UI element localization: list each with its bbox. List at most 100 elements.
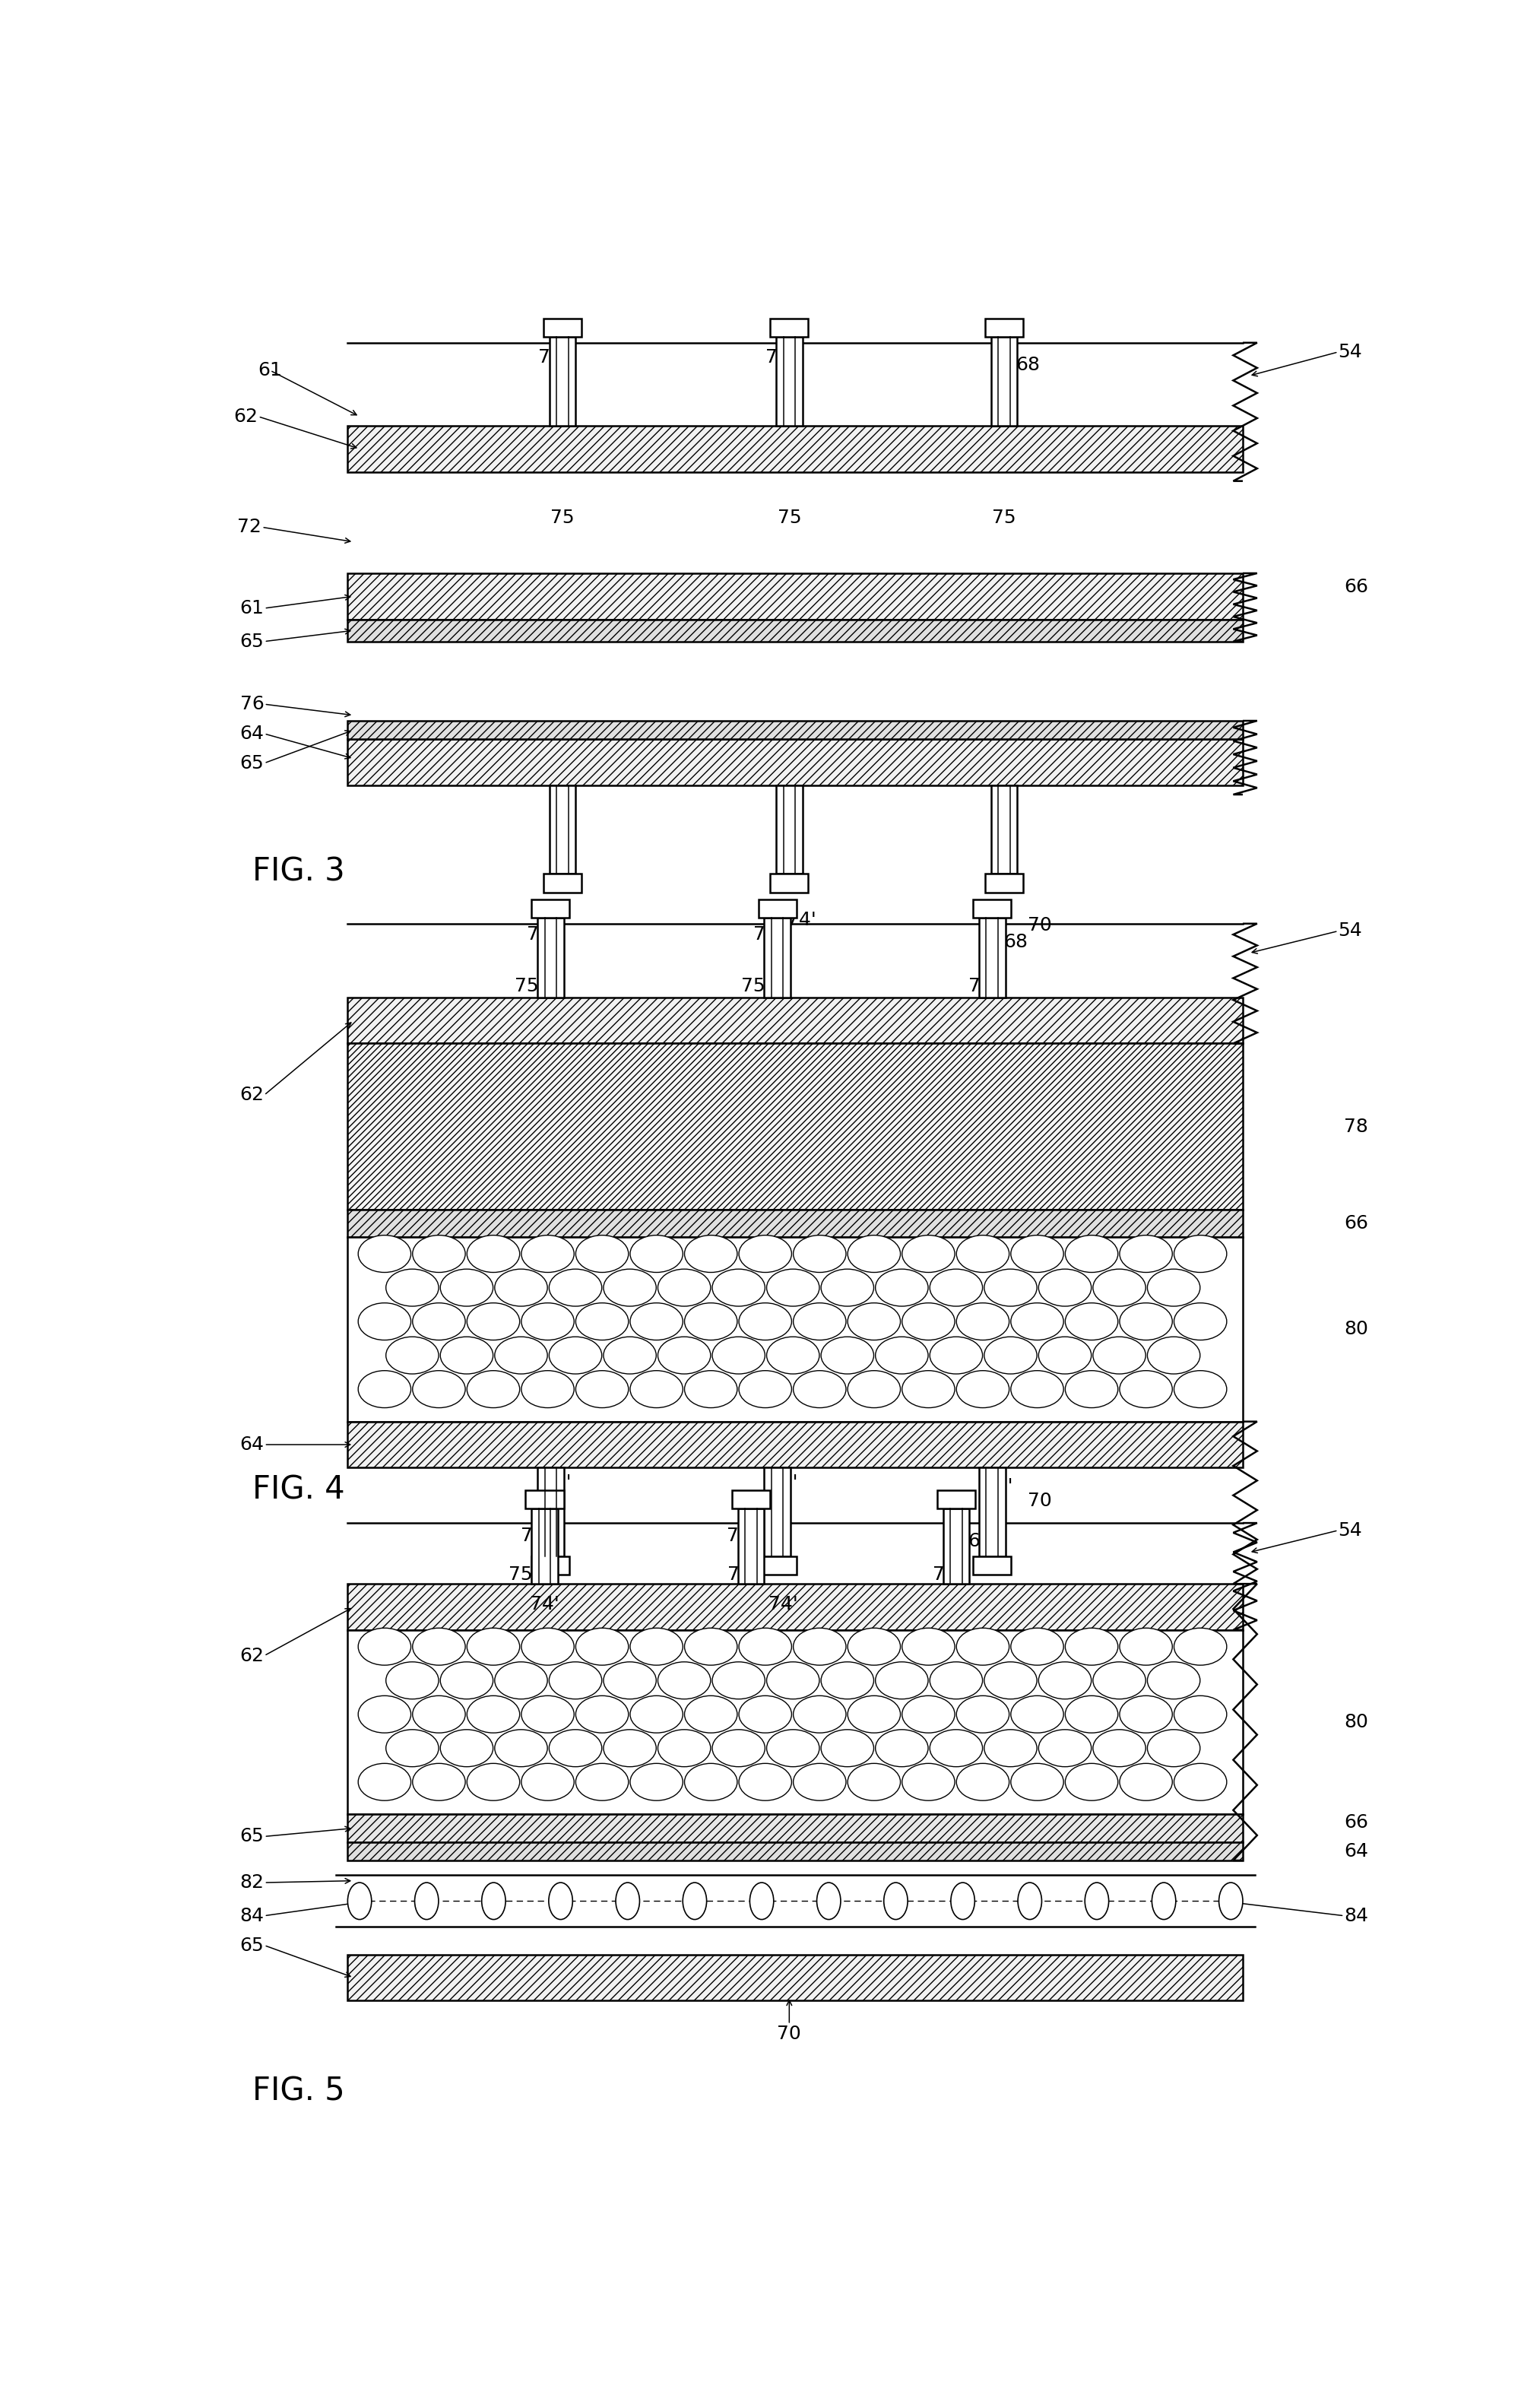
Text: 75': 75'	[548, 786, 578, 805]
Circle shape	[482, 1882, 505, 1918]
Ellipse shape	[793, 1303, 845, 1341]
Ellipse shape	[359, 1763, 411, 1801]
Bar	[550, 786, 576, 874]
Text: 75': 75'	[768, 1473, 798, 1492]
Ellipse shape	[984, 1336, 1036, 1375]
Text: 65: 65	[240, 1935, 265, 1954]
Text: FIG. 3: FIG. 3	[253, 855, 345, 889]
Text: 66: 66	[1344, 1813, 1369, 1832]
Circle shape	[1218, 1882, 1243, 1918]
Ellipse shape	[359, 1303, 411, 1341]
Ellipse shape	[956, 1629, 1009, 1665]
Ellipse shape	[1120, 1236, 1172, 1272]
Ellipse shape	[630, 1370, 682, 1408]
Ellipse shape	[1066, 1370, 1118, 1408]
Text: 72: 72	[237, 517, 262, 536]
Ellipse shape	[440, 1269, 493, 1305]
Ellipse shape	[630, 1763, 682, 1801]
Circle shape	[1152, 1882, 1175, 1918]
Text: 75': 75'	[775, 786, 804, 805]
Ellipse shape	[494, 1336, 547, 1375]
Ellipse shape	[684, 1763, 738, 1801]
Bar	[738, 1509, 764, 1583]
Bar	[348, 740, 1243, 786]
Ellipse shape	[1010, 1763, 1064, 1801]
Text: 78: 78	[1344, 1118, 1369, 1135]
Ellipse shape	[902, 1303, 955, 1341]
Text: 75: 75	[969, 977, 992, 996]
Bar	[544, 319, 582, 338]
Text: 74: 74	[765, 347, 790, 366]
Ellipse shape	[1093, 1269, 1146, 1305]
Ellipse shape	[875, 1336, 929, 1375]
Ellipse shape	[902, 1236, 955, 1272]
Bar	[732, 1490, 770, 1509]
Ellipse shape	[684, 1236, 738, 1272]
Ellipse shape	[413, 1629, 465, 1665]
Bar	[942, 1509, 970, 1583]
Ellipse shape	[984, 1269, 1036, 1305]
Bar	[973, 1557, 1012, 1574]
Circle shape	[950, 1882, 975, 1918]
Ellipse shape	[522, 1629, 574, 1665]
Ellipse shape	[1038, 1269, 1092, 1305]
Ellipse shape	[1173, 1370, 1227, 1408]
Ellipse shape	[576, 1236, 628, 1272]
Ellipse shape	[711, 1662, 765, 1698]
Ellipse shape	[576, 1370, 628, 1408]
Bar	[525, 1490, 564, 1509]
Ellipse shape	[684, 1303, 738, 1341]
Ellipse shape	[1010, 1370, 1064, 1408]
Ellipse shape	[984, 1662, 1036, 1698]
Text: 62: 62	[240, 1648, 265, 1665]
Text: 65: 65	[240, 632, 265, 651]
Text: 75: 75	[778, 508, 801, 527]
Ellipse shape	[711, 1336, 765, 1375]
Text: 70: 70	[778, 2024, 801, 2043]
Bar	[764, 917, 790, 996]
Text: 74: 74	[527, 924, 551, 944]
Ellipse shape	[684, 1696, 738, 1734]
Text: 62: 62	[234, 407, 259, 426]
Bar	[986, 874, 1023, 893]
Text: 75': 75'	[989, 786, 1019, 805]
Ellipse shape	[1066, 1763, 1118, 1801]
Bar	[531, 1509, 557, 1583]
Ellipse shape	[522, 1236, 574, 1272]
Text: 70: 70	[1027, 1492, 1052, 1509]
Bar	[979, 917, 1006, 996]
Bar	[544, 874, 582, 893]
Ellipse shape	[1010, 1303, 1064, 1341]
Ellipse shape	[847, 1696, 901, 1734]
Bar	[770, 319, 809, 338]
Ellipse shape	[413, 1696, 465, 1734]
Text: 68: 68	[1016, 357, 1040, 374]
Ellipse shape	[467, 1629, 519, 1665]
Ellipse shape	[1066, 1629, 1118, 1665]
Ellipse shape	[1173, 1629, 1227, 1665]
Ellipse shape	[413, 1370, 465, 1408]
Circle shape	[750, 1882, 773, 1918]
Ellipse shape	[1147, 1336, 1200, 1375]
Ellipse shape	[930, 1336, 983, 1375]
Bar	[348, 426, 1243, 472]
Ellipse shape	[413, 1763, 465, 1801]
Ellipse shape	[576, 1629, 628, 1665]
Text: 64: 64	[240, 1435, 265, 1454]
Text: 74': 74'	[768, 1595, 798, 1614]
Ellipse shape	[604, 1729, 656, 1768]
Ellipse shape	[739, 1303, 792, 1341]
Ellipse shape	[739, 1763, 792, 1801]
Ellipse shape	[359, 1696, 411, 1734]
Text: 75': 75'	[984, 1478, 1013, 1494]
Ellipse shape	[1066, 1303, 1118, 1341]
Ellipse shape	[359, 1629, 411, 1665]
Ellipse shape	[440, 1336, 493, 1375]
Ellipse shape	[1120, 1763, 1172, 1801]
Ellipse shape	[387, 1662, 439, 1698]
Ellipse shape	[767, 1662, 819, 1698]
Text: 66: 66	[1344, 1214, 1369, 1233]
Bar	[348, 1583, 1243, 1631]
Ellipse shape	[956, 1303, 1009, 1341]
Text: 74': 74'	[536, 910, 565, 929]
